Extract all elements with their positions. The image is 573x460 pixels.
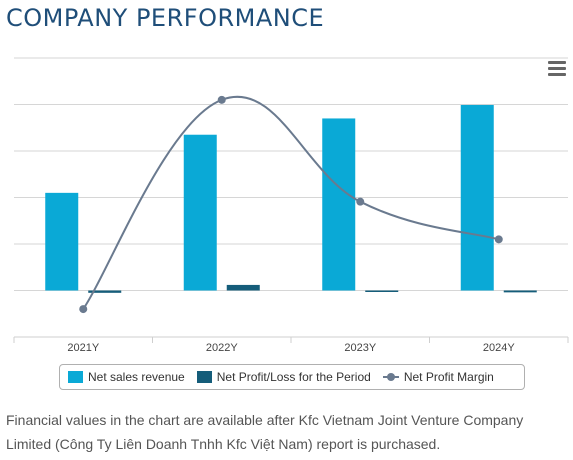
bar-profit-2022Y: [226, 284, 260, 291]
footnote-text: Financial values in the chart are availa…: [6, 412, 524, 452]
margin-point-2022Y: [217, 95, 226, 104]
bar-profit-2021Y: [88, 290, 122, 293]
legend-label-margin: Net Profit Margin: [403, 370, 494, 384]
x-tick-label-2023Y: 2023Y: [344, 342, 376, 354]
x-tick-label-2021Y: 2021Y: [67, 342, 99, 354]
hamburger-menu-icon[interactable]: [548, 61, 566, 77]
bar-revenue-2024Y: [460, 104, 494, 291]
margin-point-2021Y: [79, 305, 88, 314]
margin-line-path: [82, 96, 500, 310]
margin-point-2024Y: [494, 235, 503, 244]
revenue-swatch: [68, 371, 83, 383]
bar-revenue-2021Y: [45, 192, 79, 291]
chart-legend: Net sales revenue Net Profit/Loss for th…: [59, 364, 525, 390]
bar-revenue-2022Y: [183, 134, 217, 291]
profit-swatch: [196, 371, 212, 383]
legend-item-margin[interactable]: Net Profit Margin: [382, 370, 494, 384]
bar-revenue-2023Y: [322, 118, 356, 291]
margin-point-2023Y: [356, 197, 365, 206]
legend-item-profit[interactable]: Net Profit/Loss for the Period: [196, 370, 371, 384]
legend-item-revenue[interactable]: Net sales revenue: [68, 370, 185, 384]
chart-title: COMPANY PERFORMANCE: [6, 4, 325, 32]
x-axis: 2021Y 2022Y 2023Y 2024Y: [13, 336, 569, 354]
legend-label-revenue: Net sales revenue: [88, 370, 185, 384]
margin-line-icon: [382, 371, 399, 383]
x-tick-label-2024Y: 2024Y: [483, 342, 515, 354]
bars: [45, 104, 537, 293]
bar-profit-2024Y: [503, 290, 537, 293]
legend-label-profit: Net Profit/Loss for the Period: [216, 370, 371, 384]
margin-line: [79, 95, 503, 314]
x-tick-label-2022Y: 2022Y: [206, 342, 238, 354]
chart-plot: 2021Y 2022Y 2023Y 2024Y: [13, 57, 569, 354]
bar-profit-2023Y: [365, 290, 399, 292]
